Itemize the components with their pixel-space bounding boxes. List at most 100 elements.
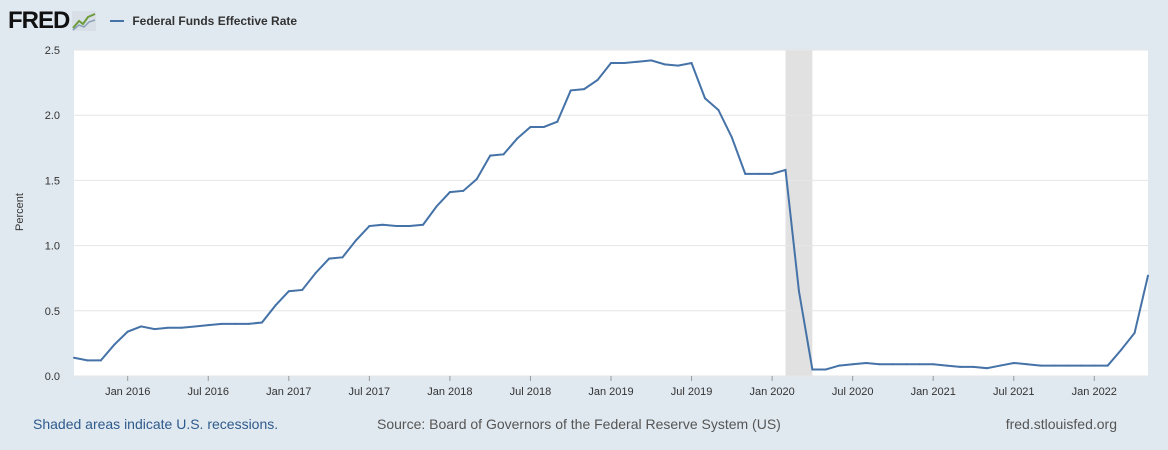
data-point-2016-09 [234, 322, 237, 325]
data-point-2015-11 [99, 359, 102, 362]
data-point-2022-02 [1106, 364, 1109, 367]
data-point-2020-04 [811, 368, 814, 371]
data-point-2020-09 [878, 363, 881, 366]
y-tick-label-1: 0.5 [45, 306, 60, 318]
data-point-2015-10 [86, 359, 89, 362]
data-point-2020-12 [918, 363, 921, 366]
legend-label: Federal Funds Effective Rate [132, 14, 298, 28]
data-point-2019-06 [677, 64, 680, 67]
x-tick-label-8: Jan 2020 [749, 386, 794, 398]
data-point-2019-12 [757, 172, 760, 175]
data-point-2021-11 [1066, 364, 1069, 367]
data-point-2020-08 [865, 361, 868, 364]
data-point-2020-11 [905, 363, 908, 366]
data-point-2019-02 [623, 62, 626, 65]
data-point-2017-11 [422, 223, 425, 226]
y-tick-label-0: 0.0 [45, 371, 60, 383]
recession-note-link[interactable]: Shaded areas indicate U.S. recessions. [33, 416, 279, 432]
data-point-2018-08 [542, 125, 545, 128]
data-point-2017-08 [381, 223, 384, 226]
x-tick-label-4: Jan 2018 [427, 386, 472, 398]
y-tick-label-4: 2.0 [45, 110, 60, 122]
data-point-2018-03 [475, 178, 478, 181]
fred-logo[interactable]: FRED [8, 7, 97, 35]
data-point-2022-05 [1147, 274, 1149, 277]
data-point-2020-03 [797, 290, 800, 293]
fred-site-text[interactable]: fred.stlouisfed.org [1005, 416, 1117, 432]
data-point-2019-08 [703, 97, 706, 100]
data-point-2022-01 [1093, 364, 1096, 367]
y-tick-label-2: 1.0 [45, 241, 60, 253]
y-axis-title: Percent [14, 193, 26, 231]
x-tick-label-1: Jul 2016 [187, 386, 229, 398]
x-tick-label-6: Jan 2019 [588, 386, 633, 398]
fred-logo-graph-icon [72, 11, 97, 31]
data-point-2022-03 [1120, 348, 1123, 351]
data-point-2020-02 [784, 168, 787, 171]
plot-background [74, 50, 1148, 376]
data-point-2021-08 [1026, 363, 1029, 366]
data-point-2017-01 [287, 290, 290, 293]
data-point-2017-06 [354, 239, 357, 242]
data-point-2019-01 [610, 62, 612, 65]
data-point-2020-01 [771, 172, 774, 175]
data-point-2016-02 [140, 325, 143, 328]
data-point-2021-10 [1053, 364, 1056, 367]
data-point-2019-07 [690, 62, 693, 65]
legend-swatch [110, 20, 125, 22]
data-point-2017-12 [435, 205, 438, 208]
data-point-2016-12 [274, 304, 277, 307]
data-point-2019-04 [650, 59, 653, 62]
data-point-2018-05 [502, 153, 505, 156]
data-point-2015-09 [73, 356, 75, 359]
data-point-2017-04 [328, 257, 331, 260]
data-point-2018-07 [529, 125, 532, 128]
data-point-2017-05 [341, 256, 344, 259]
data-point-2021-09 [1039, 364, 1042, 367]
data-point-2016-01 [126, 330, 129, 333]
data-point-2016-04 [166, 326, 169, 329]
data-point-2017-07 [368, 225, 371, 228]
x-tick-label-7: Jul 2019 [671, 386, 713, 398]
data-point-2018-12 [596, 78, 599, 81]
data-point-2016-05 [180, 326, 183, 329]
x-tick-label-9: Jul 2020 [832, 386, 874, 398]
data-point-2017-03 [314, 271, 317, 274]
x-tick-label-10: Jan 2021 [911, 386, 956, 398]
data-point-2018-11 [583, 88, 586, 91]
data-points [73, 59, 1149, 371]
data-point-2016-06 [193, 325, 196, 328]
x-tick-label-12: Jan 2022 [1072, 386, 1117, 398]
fred-wordmark: FRED [8, 7, 70, 34]
data-point-2021-07 [1012, 361, 1015, 364]
data-point-2016-03 [153, 328, 156, 331]
gridlines [74, 49, 1148, 377]
y-tick-label-3: 1.5 [45, 175, 60, 187]
chart-legend[interactable]: Federal Funds Effective Rate [110, 14, 297, 28]
y-axis-ticks: 0.0 0.5 1.0 1.5 2.0 2.5 [45, 45, 60, 383]
data-point-2018-10 [569, 89, 572, 92]
data-point-2016-08 [220, 322, 223, 325]
data-point-2018-09 [556, 120, 559, 123]
x-tick-label-0: Jan 2016 [105, 386, 150, 398]
data-point-2021-03 [959, 365, 962, 368]
data-point-2017-09 [395, 225, 398, 228]
data-point-2020-05 [824, 368, 827, 371]
data-point-2020-06 [838, 364, 841, 367]
x-tick-label-3: Jul 2017 [349, 386, 391, 398]
data-point-2019-10 [730, 136, 733, 139]
data-point-2018-06 [516, 137, 519, 140]
data-point-2018-01 [448, 191, 451, 194]
data-point-2021-02 [945, 364, 948, 367]
data-point-2021-05 [985, 367, 988, 370]
data-point-2019-11 [744, 172, 747, 175]
data-point-2016-11 [260, 321, 263, 324]
data-point-2019-09 [717, 108, 720, 111]
data-point-2018-04 [489, 154, 492, 157]
data-point-2021-12 [1079, 364, 1082, 367]
data-point-2021-04 [972, 365, 975, 368]
chart-footer: Shaded areas indicate U.S. recessions. S… [0, 416, 1168, 436]
y-tick-label-5: 2.5 [45, 45, 60, 57]
data-point-2020-10 [891, 363, 894, 366]
